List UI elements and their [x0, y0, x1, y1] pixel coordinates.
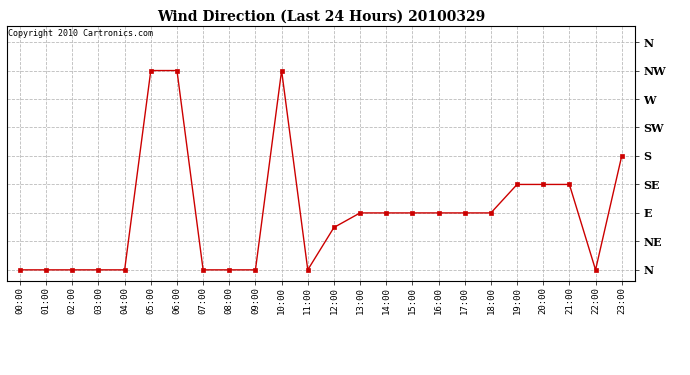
Title: Wind Direction (Last 24 Hours) 20100329: Wind Direction (Last 24 Hours) 20100329: [157, 10, 485, 24]
Text: Copyright 2010 Cartronics.com: Copyright 2010 Cartronics.com: [8, 29, 153, 38]
